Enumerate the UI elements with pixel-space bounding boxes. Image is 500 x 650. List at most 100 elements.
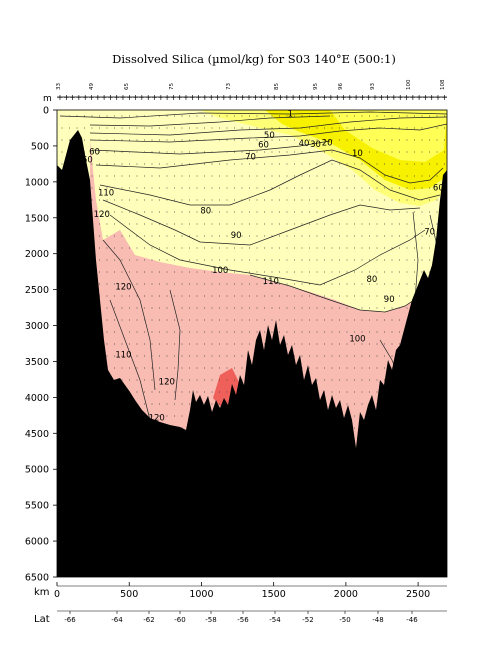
sample-dot (391, 271, 393, 273)
sample-dot (173, 379, 176, 381)
sample-dot (143, 223, 146, 225)
sample-dot (338, 115, 341, 117)
sample-dot (181, 235, 183, 237)
latitude-tick-label: -66 (64, 616, 76, 624)
sample-dot (196, 127, 198, 129)
sample-dot (188, 151, 191, 153)
distance-tick-label: 0 (54, 589, 60, 600)
sample-dot (248, 307, 251, 309)
sample-dot (91, 187, 93, 189)
sample-dot (278, 319, 281, 321)
sample-dot (271, 175, 273, 177)
sample-dot (143, 211, 146, 213)
sample-dot (301, 235, 303, 237)
station-mark: + (353, 93, 360, 102)
sample-dot (391, 283, 393, 285)
station-mark: + (384, 93, 391, 102)
sample-dot (256, 295, 258, 297)
sample-dot (376, 379, 378, 381)
sample-dot (233, 247, 236, 249)
sample-dot (428, 247, 431, 249)
bathymetry (57, 130, 447, 577)
sample-dot (203, 175, 206, 177)
sample-dot (226, 343, 228, 345)
contour-label: 120 (159, 378, 175, 388)
station-mark: + (346, 93, 353, 102)
sample-dot (286, 187, 288, 189)
depth-tick-label: 3000 (25, 321, 49, 332)
sample-dot (256, 223, 258, 225)
chart-title: Dissolved Silica (µmol/kg) for S03 140°E… (112, 52, 396, 66)
station-mark: + (246, 93, 253, 102)
sample-dot (293, 127, 296, 129)
sample-dot (226, 379, 228, 381)
sample-dot (346, 211, 348, 213)
sample-dot (173, 343, 176, 345)
sample-dot (203, 343, 206, 345)
sample-dot (203, 211, 206, 213)
sample-dot (113, 319, 116, 321)
sample-dot (398, 175, 401, 177)
sample-dot (113, 271, 116, 273)
sample-dot (316, 151, 318, 153)
sample-dot (203, 295, 206, 297)
sample-dot (263, 199, 266, 201)
sample-dot (323, 127, 326, 129)
sample-dot (383, 151, 386, 153)
sample-dot (263, 331, 266, 333)
sample-dot (128, 211, 131, 213)
sample-dot (338, 163, 341, 165)
sample-dot (233, 211, 236, 213)
sample-dot (376, 235, 378, 237)
sample-dot (376, 247, 378, 249)
sample-dot (286, 247, 288, 249)
sample-dot (203, 271, 206, 273)
sample-dot (361, 343, 363, 345)
sample-dot (188, 187, 191, 189)
sample-dot (353, 127, 356, 129)
sample-dot (293, 319, 296, 321)
sample-dot (166, 295, 168, 297)
latitude-tick-label: -48 (372, 616, 383, 624)
sample-dot (226, 223, 228, 225)
sample-dot (368, 139, 371, 141)
sample-dot (158, 403, 161, 405)
sample-dot (406, 151, 408, 153)
sample-dot (188, 307, 191, 309)
sample-dot (121, 307, 123, 309)
sample-dot (181, 127, 183, 129)
station-mark: + (120, 93, 127, 102)
sample-dot (331, 355, 333, 357)
sample-dot (211, 319, 213, 321)
station-mark: + (403, 93, 410, 102)
sample-dot (136, 127, 138, 129)
sample-dot (143, 127, 146, 129)
sample-dot (173, 175, 176, 177)
contour-lines (59, 111, 447, 421)
sample-dot (361, 115, 363, 117)
sample-dot (271, 235, 273, 237)
depth-axis: 0 500 1000 1500 2000 2500 3000 3500 4000 4500 5000… (25, 106, 57, 584)
sample-dot (173, 187, 176, 189)
sample-dot (338, 235, 341, 237)
latitude-tick-label: -58 (205, 616, 216, 624)
sample-dot (173, 163, 176, 165)
sample-dot (181, 115, 183, 117)
sample-dot (233, 343, 236, 345)
sample-dot (218, 127, 221, 129)
station-mark: + (76, 93, 83, 102)
sample-dot (353, 403, 356, 405)
sample-dot (346, 403, 348, 405)
sample-dot (196, 115, 198, 117)
sample-dot (173, 271, 176, 273)
sample-dot (218, 175, 221, 177)
sample-dot (331, 235, 333, 237)
sample-dot (211, 175, 213, 177)
sample-dot (338, 211, 341, 213)
sample-dot (353, 247, 356, 249)
sample-dot (323, 139, 326, 141)
sample-dot (226, 175, 228, 177)
sample-dot (421, 175, 423, 177)
sample-dot (256, 331, 258, 333)
latitude-axis: -66 -64 -62 -60 -58 -56 -54 -52 -50 -48 -46 (57, 610, 447, 624)
